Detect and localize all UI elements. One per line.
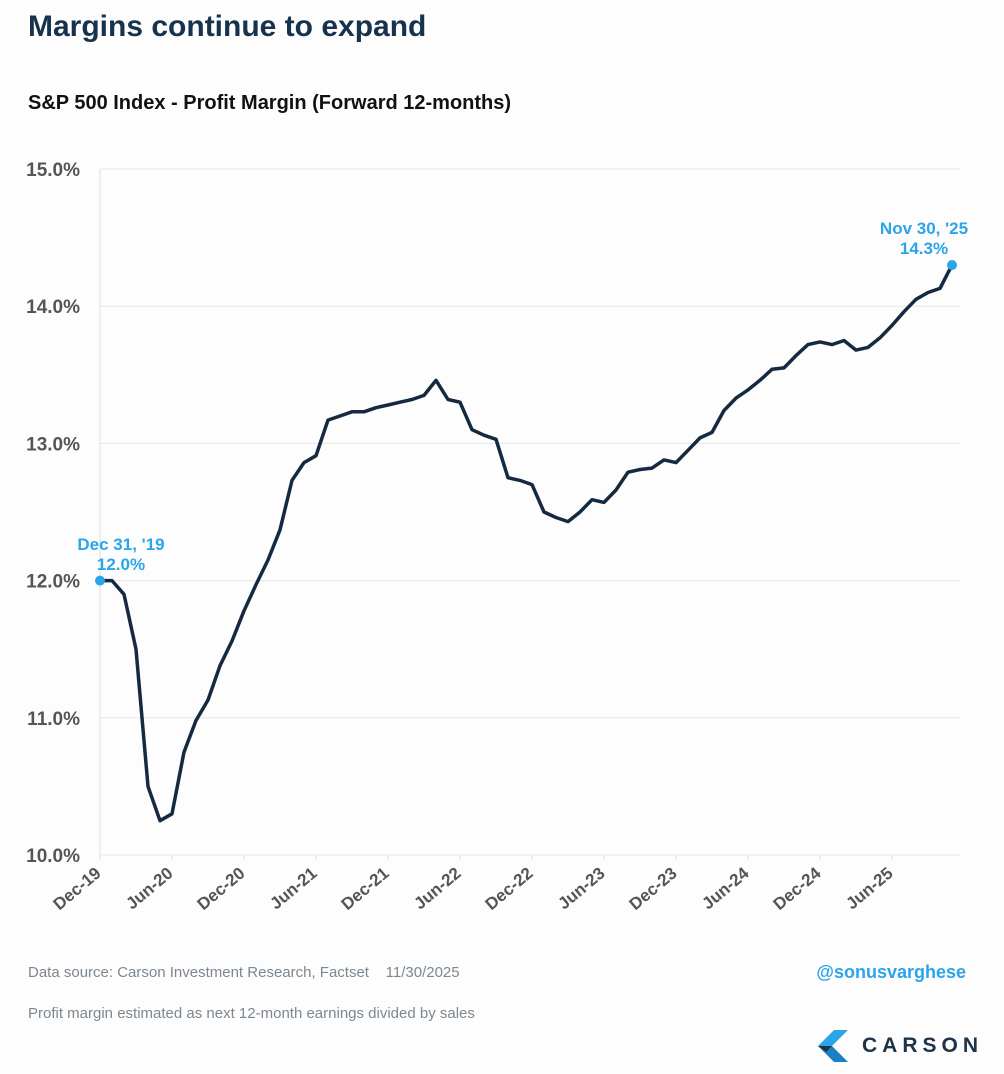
x-tick-label: Dec-22: [482, 864, 537, 914]
x-tick-label: Jun-21: [266, 864, 320, 914]
start-annotation-date: Dec 31, '19: [77, 535, 164, 554]
start-point-marker: [95, 575, 105, 586]
x-tick-label: Jun-22: [410, 864, 464, 914]
y-tick-label: 14.0%: [26, 297, 80, 318]
footnote: Profit margin estimated as next 12-month…: [28, 1005, 475, 1022]
profit-margin-line: [100, 264, 954, 823]
twitter-handle[interactable]: @sonusvarghese: [816, 962, 966, 982]
x-tick-label: Dec-24: [770, 863, 825, 914]
y-tick-label: 10.0%: [26, 846, 80, 867]
start-annotation-value: 12.0%: [97, 555, 145, 574]
x-tick-label: Jun-25: [842, 864, 896, 914]
y-tick-label: 12.0%: [26, 572, 80, 593]
end-annotation-date: Nov 30, '25: [880, 219, 968, 238]
carson-logo-icon: [818, 1030, 848, 1062]
x-tick-label: Jun-20: [122, 864, 176, 914]
y-tick-label: 15.0%: [26, 160, 80, 181]
x-tick-label: Dec-20: [194, 864, 249, 914]
end-point-marker: [947, 260, 957, 271]
page-title: Margins continue to expand: [28, 10, 427, 43]
x-tick-label: Dec-21: [338, 864, 393, 914]
carson-logo: CARSON: [818, 1030, 983, 1062]
y-tick-label: 11.0%: [27, 709, 80, 730]
chart-subtitle: S&P 500 Index - Profit Margin (Forward 1…: [28, 92, 512, 114]
data-source: Data source: Carson Investment Research,…: [28, 964, 460, 981]
y-tick-label: 13.0%: [26, 434, 80, 455]
logo-text: CARSON: [862, 1034, 984, 1057]
x-tick-label: Jun-24: [698, 863, 753, 913]
x-tick-label: Jun-23: [554, 864, 608, 914]
end-annotation-value: 14.3%: [900, 239, 948, 258]
x-tick-label: Dec-19: [50, 864, 105, 914]
x-tick-label: Dec-23: [626, 864, 681, 914]
